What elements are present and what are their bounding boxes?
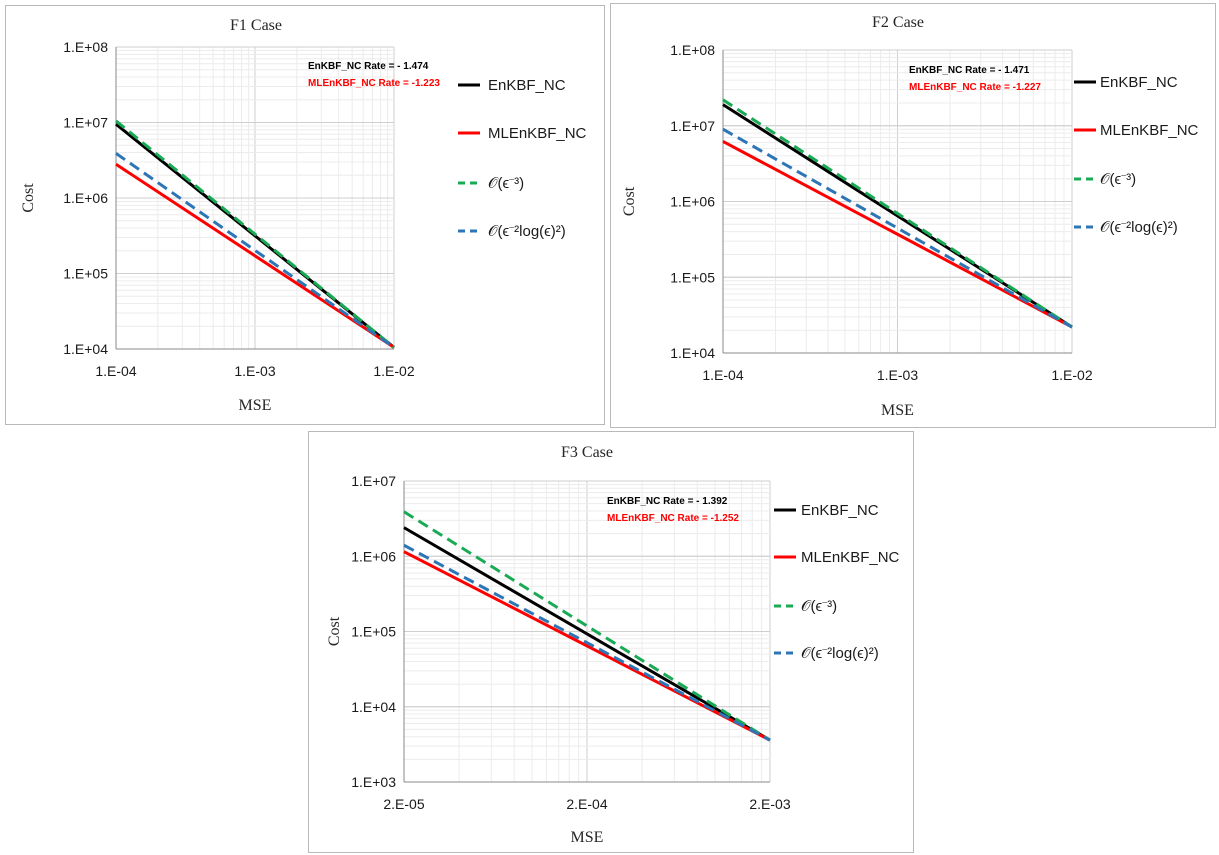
- series-line-2: [115, 162, 395, 349]
- series-line-2: [722, 140, 1073, 329]
- y-axis-label: Cost: [20, 183, 37, 213]
- y-tick-label: 1.E+05: [670, 269, 715, 285]
- rate-annotation: EnKBF_NC Rate = - 1.392: [607, 496, 728, 507]
- y-tick-label: 1.E+03: [351, 774, 396, 790]
- rate-annotation: MLEnKBF_NC Rate = -1.227: [909, 82, 1041, 93]
- legend-label: 𝒪(ϵ⁻²log(ϵ)²): [801, 645, 879, 662]
- legend-label: EnKBF_NC: [1100, 74, 1178, 91]
- legend-label: 𝒪(ϵ⁻²log(ϵ)²): [488, 223, 566, 240]
- y-tick-label: 1.E+07: [670, 118, 715, 134]
- x-tick-label: 2.E-03: [749, 796, 790, 812]
- chart-panel-f1: F1 Case MSE Cost 1.E-04 1.E-03 1.E-02 1.E+04 1.…: [5, 5, 605, 425]
- series-line-3: [115, 119, 395, 349]
- legend-label: EnKBF_NC: [801, 502, 879, 519]
- rate-annotation: EnKBF_NC Rate = - 1.474: [308, 61, 429, 72]
- x-axis-label: MSE: [881, 402, 914, 419]
- y-tick-label: 1.E+06: [351, 548, 396, 564]
- y-tick-label: 1.E+08: [670, 42, 715, 58]
- y-tick-label: 1.E+04: [63, 341, 108, 357]
- x-tick-label: 2.E-05: [383, 796, 424, 812]
- legend-label: 𝒪(ϵ⁻³): [801, 598, 837, 615]
- x-tick-label: 1.E-03: [234, 363, 275, 379]
- chart-svg-f3: F3 Case MSE Cost 2.E-05 2.E-04 2.E-03 1.E+03 1.…: [326, 444, 900, 846]
- x-tick-label: 1.E-04: [702, 367, 743, 383]
- y-tick-label: 1.E+05: [63, 266, 108, 282]
- chart-panel-f3: F3 Case MSE Cost 2.E-05 2.E-04 2.E-03 1.E+03 1.…: [308, 431, 914, 853]
- rate-annotation: MLEnKBF_NC Rate = -1.252: [607, 513, 739, 524]
- series-line-4: [115, 152, 395, 349]
- y-tick-label: 1.E+07: [351, 473, 396, 489]
- x-tick-label: 1.E-02: [1051, 367, 1092, 383]
- legend-label: EnKBF_NC: [488, 77, 566, 94]
- chart-panel-f2: F2 Case MSE Cost 1.E-04 1.E-03 1.E-02 1.E+04 1.…: [610, 3, 1216, 428]
- series-line-4: [403, 543, 771, 742]
- series-line-3: [403, 510, 771, 742]
- legend-label: MLEnKBF_NC: [488, 125, 587, 142]
- chart-title: F3 Case: [561, 444, 613, 461]
- x-tick-label: 2.E-04: [566, 796, 607, 812]
- x-tick-label: 1.E-04: [95, 363, 136, 379]
- rate-annotation: MLEnKBF_NC Rate = -1.223: [308, 78, 440, 89]
- y-axis-label: Cost: [621, 186, 638, 216]
- y-tick-label: 1.E+04: [670, 345, 715, 361]
- y-tick-label: 1.E+08: [63, 39, 108, 55]
- x-tick-label: 1.E-03: [877, 367, 918, 383]
- chart-title: F1 Case: [230, 17, 282, 34]
- rate-annotation: EnKBF_NC Rate = - 1.471: [909, 65, 1030, 76]
- legend-label: MLEnKBF_NC: [1100, 122, 1199, 139]
- y-tick-label: 1.E+04: [351, 699, 396, 715]
- x-tick-label: 1.E-02: [373, 363, 414, 379]
- legend-label: 𝒪(ϵ⁻²log(ϵ)²): [1100, 219, 1178, 236]
- x-axis-label: MSE: [239, 397, 272, 414]
- y-tick-label: 1.E+06: [63, 190, 108, 206]
- series-line-1: [403, 526, 771, 742]
- chart-svg-f1: F1 Case MSE Cost 1.E-04 1.E-03 1.E-02 1.E+04 1.…: [20, 17, 587, 414]
- chart-title: F2 Case: [872, 14, 924, 31]
- legend-label: 𝒪(ϵ⁻³): [488, 175, 524, 192]
- legend-label: MLEnKBF_NC: [801, 549, 900, 566]
- y-tick-label: 1.E+05: [351, 624, 396, 640]
- legend-label: 𝒪(ϵ⁻³): [1100, 171, 1136, 188]
- y-axis-label: Cost: [326, 616, 343, 646]
- x-axis-label: MSE: [571, 829, 604, 846]
- chart-svg-f2: F2 Case MSE Cost 1.E-04 1.E-03 1.E-02 1.E+04 1.…: [621, 14, 1199, 419]
- y-tick-label: 1.E+06: [670, 194, 715, 210]
- series-line-3: [722, 98, 1073, 329]
- y-tick-label: 1.E+07: [63, 115, 108, 131]
